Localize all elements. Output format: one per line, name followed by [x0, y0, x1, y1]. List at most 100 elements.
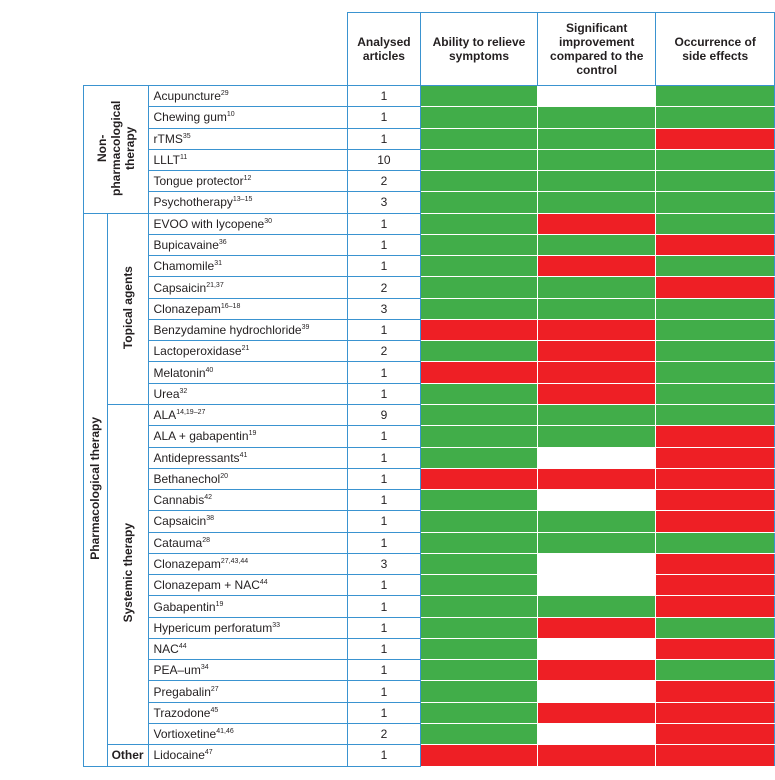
- treatment-name: Chewing gum10: [147, 106, 348, 129]
- ability-cell: [420, 744, 538, 767]
- table-row: Clonazepam27,43,44 3: [84, 552, 775, 576]
- analysed-articles: 1: [346, 701, 422, 724]
- treatment-name: Hypericum perforatum33: [147, 616, 348, 639]
- side-effects-cell: [655, 467, 775, 491]
- table-row: Tongue protector12 2: [84, 170, 775, 193]
- table-row: Trazodone45 1: [84, 701, 775, 724]
- analysed-articles: 1: [346, 637, 422, 661]
- side-effects-cell: [655, 403, 775, 427]
- ability-cell: [420, 616, 538, 639]
- table-row: Bupicavaine36 1: [84, 233, 775, 257]
- side-effects-cell: [655, 340, 775, 363]
- analysed-articles: 10: [346, 148, 422, 172]
- header-side-effects: Occurrence of side effects: [655, 12, 775, 86]
- treatment-name: Melatonin40: [147, 361, 348, 384]
- reference: 31: [214, 260, 222, 268]
- improvement-cell: [536, 510, 657, 533]
- ability-cell: [420, 467, 538, 491]
- analysed-articles: 1: [346, 616, 422, 639]
- treatment-name: Bethanechol20: [147, 467, 348, 491]
- ability-cell: [420, 191, 538, 214]
- reference: 19: [215, 600, 224, 608]
- table-row: Catauma28 1: [84, 531, 775, 554]
- table-row: PEA–um34 1: [84, 659, 775, 682]
- ability-cell: [420, 255, 538, 278]
- ability-cell: [420, 701, 538, 724]
- analysed-articles: 1: [346, 361, 422, 384]
- improvement-cell: [536, 297, 657, 320]
- improvement-cell: [536, 595, 657, 618]
- analysed-articles: 1: [346, 425, 422, 448]
- treatment-name: Bupicavaine36: [147, 233, 348, 257]
- reference: 27,43,44: [220, 557, 249, 565]
- improvement-cell: [536, 106, 657, 129]
- table-row: LLLT11 10: [84, 148, 775, 172]
- reference: 19: [248, 430, 257, 438]
- reference: 44: [259, 579, 268, 587]
- treatment-name: Psychotherapy13–15: [147, 191, 348, 214]
- side-effects-cell: [655, 84, 775, 108]
- analysed-articles: 2: [346, 722, 422, 746]
- table-row: Urea32 1: [84, 382, 775, 405]
- table-row: Clonazepam16–18 3: [84, 297, 775, 320]
- improvement-cell: [536, 361, 657, 384]
- reference: 29: [220, 90, 229, 98]
- treatment-name: NAC44: [147, 637, 348, 661]
- reference: 16–18: [220, 302, 241, 310]
- table-row: Capsaicin38 1: [84, 510, 775, 533]
- analysed-articles: 1: [346, 106, 422, 129]
- ability-cell: [420, 297, 538, 320]
- improvement-cell: [536, 233, 657, 257]
- improvement-cell: [536, 403, 657, 427]
- treatment-name: Benzydamine hydrochloride39: [147, 318, 348, 342]
- improvement-cell: [536, 382, 657, 405]
- side-effects-cell: [655, 552, 775, 576]
- treatment-name: PEA–um34: [147, 659, 348, 682]
- side-effects-cell: [655, 297, 775, 320]
- side-effects-cell: [655, 148, 775, 172]
- reference: 44: [178, 643, 187, 651]
- side-effects-cell: [655, 361, 775, 384]
- improvement-cell: [536, 616, 657, 639]
- treatment-name: ALA + gabapentin19: [147, 425, 348, 448]
- ability-cell: [420, 403, 538, 427]
- side-effects-cell: [655, 574, 775, 597]
- reference: 28: [202, 536, 210, 544]
- side-effects-cell: [655, 531, 775, 554]
- ability-cell: [420, 510, 538, 533]
- reference: 41,46: [216, 728, 234, 736]
- side-effects-cell: [655, 425, 775, 448]
- improvement-cell: [536, 84, 657, 108]
- table-row: Non-pharmacological therapy Acupuncture29…: [83, 84, 775, 214]
- improvement-cell: [536, 425, 657, 448]
- treatment-name: Capsaicin38: [147, 510, 348, 533]
- table-row: Chewing gum10 1: [84, 106, 775, 129]
- improvement-cell: [536, 680, 657, 703]
- header-blank: [83, 12, 348, 86]
- analysed-articles: 1: [346, 446, 422, 469]
- improvement-cell: [536, 659, 657, 682]
- ability-cell: [420, 425, 538, 448]
- reference: 41: [239, 451, 248, 459]
- ability-cell: [420, 233, 538, 257]
- improvement-cell: [536, 744, 657, 767]
- analysed-articles: 3: [346, 297, 422, 320]
- table-row: Capsaicin21,37 2: [84, 276, 775, 299]
- reference: 34: [200, 664, 209, 672]
- ability-cell: [420, 340, 538, 363]
- ability-cell: [420, 318, 538, 342]
- side-effects-cell: [655, 170, 775, 193]
- improvement-cell: [536, 531, 657, 554]
- reference: 42: [204, 494, 212, 502]
- analysed-articles: 9: [346, 403, 422, 427]
- table-row: Melatonin40 1: [84, 361, 775, 384]
- side-effects-cell: [655, 659, 775, 682]
- improvement-cell: [536, 318, 657, 342]
- reference: 36: [218, 238, 227, 246]
- ability-cell: [420, 212, 538, 235]
- analysed-articles: 1: [346, 84, 422, 108]
- treatment-name: Acupuncture29: [147, 84, 348, 108]
- analysed-articles: 1: [346, 127, 422, 150]
- treatment-name: Lidocaine47: [147, 744, 348, 767]
- analysed-articles: 1: [346, 489, 422, 512]
